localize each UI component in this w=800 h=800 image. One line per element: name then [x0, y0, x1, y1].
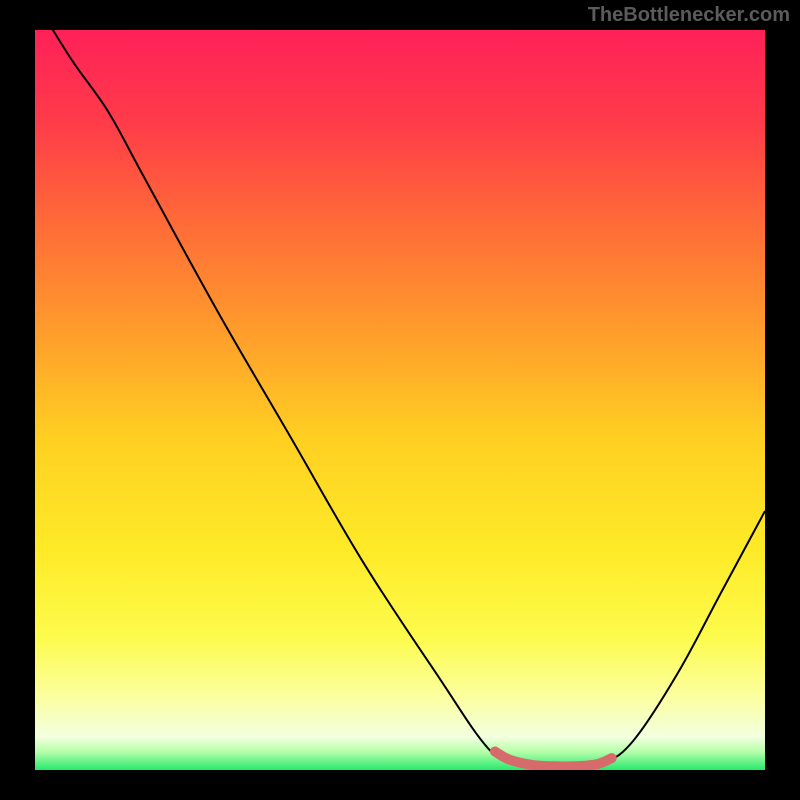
watermark-text: TheBottlenecker.com	[588, 4, 790, 27]
bottleneck-curve-chart	[0, 0, 800, 800]
chart-container: TheBottlenecker.com	[0, 0, 800, 800]
